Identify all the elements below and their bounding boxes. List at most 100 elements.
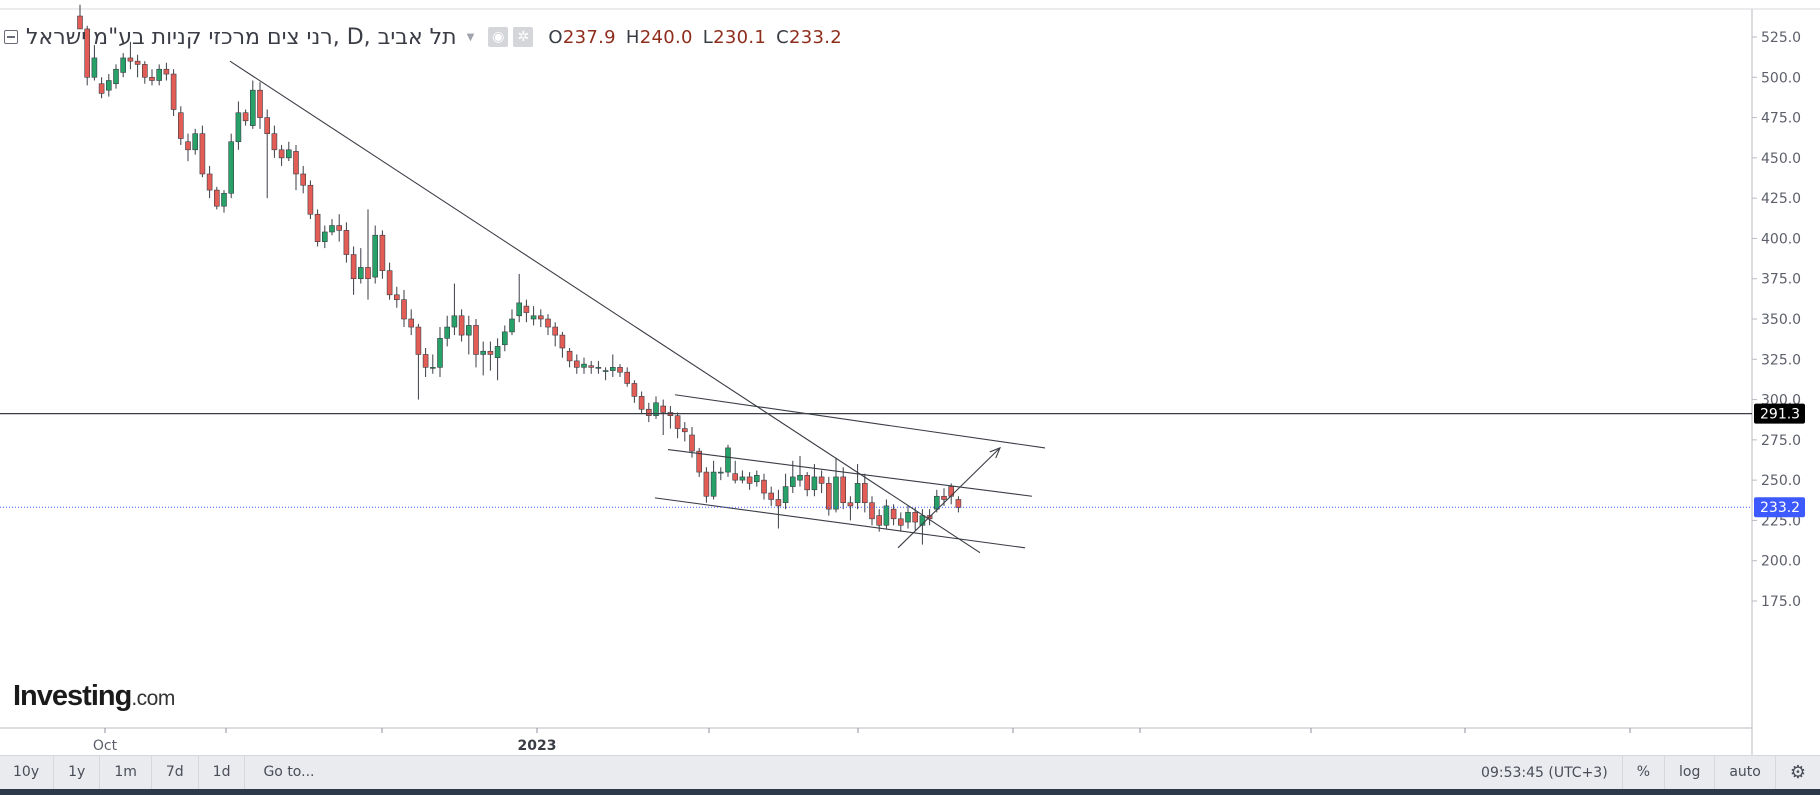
candle-body-down [415, 326, 422, 355]
current-price-tag: 233.2 [1760, 500, 1800, 516]
candle [444, 315, 451, 347]
candle-body-down [264, 117, 271, 134]
candle-body-up [753, 475, 760, 483]
candle-body-up [465, 325, 472, 336]
price-axis[interactable]: 175.0200.0225.0250.0275.0300.0325.0350.0… [1752, 30, 1805, 610]
chevron-down-icon[interactable]: ▼ [466, 31, 475, 43]
candle-body-down [617, 367, 623, 373]
gear-icon[interactable]: ✲ [513, 27, 534, 47]
candle [573, 354, 580, 374]
candles-group [77, 4, 962, 545]
gear-icon[interactable]: ⚙ [1774, 756, 1820, 789]
chart-area[interactable]: 175.0 200.0 225.0 250.0 275.0 300.0 325.0 350.0… [0, 0, 1820, 755]
candle-body-down [271, 133, 278, 151]
candle [725, 444, 731, 477]
candle-body-down [818, 476, 825, 484]
candle [329, 219, 335, 236]
candle-body-up [653, 402, 659, 416]
price-chart[interactable]: 175.0200.0225.0250.0275.0300.0325.0350.0… [0, 0, 1820, 755]
investing-logo: Investing.com [13, 680, 175, 713]
candle-body-down [523, 305, 530, 313]
candle-body-down [890, 508, 897, 520]
candle [703, 467, 710, 503]
candle-body-up [725, 447, 731, 473]
log-scale-button[interactable]: log [1664, 756, 1714, 789]
timeframe-1m-button[interactable]: 1m [100, 756, 152, 789]
candle [840, 467, 847, 510]
candle [825, 476, 832, 516]
symbol-title[interactable]: רני צים מרכזי קניות בע"מ ישראל, D, תל אב… [26, 24, 457, 50]
collapse-legend-icon[interactable] [4, 30, 18, 44]
candle [350, 246, 357, 295]
clock-timezone[interactable]: 09:53:45 (UTC+3) [1481, 764, 1608, 781]
candle-body-down [379, 234, 386, 271]
candle [242, 109, 249, 126]
auto-scale-button[interactable]: auto [1714, 756, 1775, 789]
candle [732, 460, 739, 484]
candle-body-down [214, 189, 220, 207]
candle [199, 125, 206, 178]
candle [98, 77, 105, 99]
candle-body-up [91, 57, 98, 78]
price-tick-label: 475.0 [1761, 111, 1801, 127]
open-key: O [548, 26, 563, 48]
candle [523, 299, 530, 323]
candle [753, 470, 760, 487]
candle [386, 262, 393, 300]
candle-body-up [429, 367, 436, 369]
price-tick-label: 275.0 [1761, 433, 1801, 449]
date-axis[interactable]: Oct 2023 [93, 728, 1631, 754]
price-tick-label: 225.0 [1761, 513, 1801, 529]
candle [278, 144, 285, 166]
candle-body-down [588, 365, 595, 368]
horizontal-lines-group [0, 412, 1752, 508]
candle-body-down [566, 350, 573, 362]
candle [451, 283, 458, 336]
candle-body-down [185, 141, 191, 151]
candle [869, 496, 875, 526]
candle [602, 367, 609, 381]
timeframe-1y-button[interactable]: 1y [54, 756, 101, 789]
candle [458, 309, 465, 342]
candle [343, 222, 350, 263]
candle [804, 472, 811, 497]
candle [595, 360, 602, 374]
candle [696, 447, 703, 477]
percent-scale-button[interactable]: % [1621, 756, 1664, 789]
eye-icon[interactable]: ◉ [488, 27, 509, 47]
candle-body-down [422, 354, 429, 368]
candle-body-up [192, 133, 198, 151]
timeframe-10y-button[interactable]: 10y [0, 756, 55, 789]
candle-body-down [746, 476, 753, 484]
candle-body-up [883, 505, 890, 526]
candle [214, 186, 220, 210]
candle-body-up [595, 367, 602, 369]
timeframe-1d-button[interactable]: 1d [199, 756, 246, 789]
go-to-date-button[interactable]: Go to... [263, 764, 315, 780]
candle-body-up [156, 68, 162, 81]
candle [228, 133, 234, 199]
candle-body-down [257, 89, 263, 118]
price-tick-label: 500.0 [1761, 70, 1801, 86]
channel_lower-line [654, 497, 1026, 549]
candle [257, 82, 263, 129]
candle [905, 505, 911, 529]
price-tick-label: 325.0 [1761, 352, 1801, 368]
close-key: C [776, 26, 789, 48]
candle [293, 144, 299, 191]
candle-body-down [573, 360, 580, 368]
candle [717, 467, 724, 481]
candle-body-up [444, 326, 451, 339]
candle [545, 314, 551, 336]
candle [221, 190, 227, 213]
candle [113, 64, 119, 89]
timeframe-7d-button[interactable]: 7d [152, 756, 199, 789]
hline-price-tag-bg [1754, 403, 1805, 424]
candle [912, 507, 919, 531]
candle [285, 141, 292, 162]
candle [156, 64, 162, 86]
candle-body-up [285, 149, 292, 159]
candle [437, 327, 443, 378]
candle-body-down [825, 483, 832, 510]
candle-body-down [869, 502, 875, 520]
